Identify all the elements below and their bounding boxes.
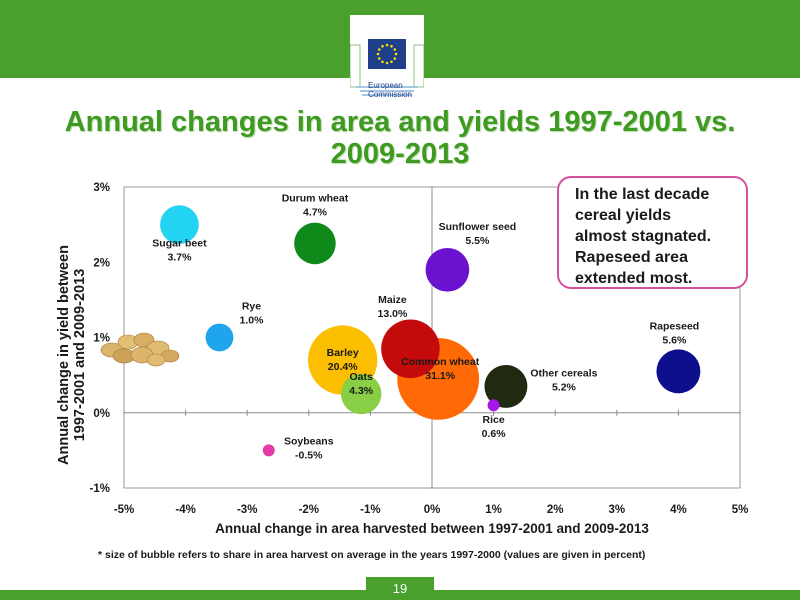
x-tick-label: 5% [732, 504, 749, 516]
x-tick-label: 2% [547, 504, 564, 516]
y-tick-label: -1% [90, 483, 110, 495]
y-axis-label: Annual change in yield between 1997-2001 … [56, 245, 88, 465]
x-tick-label: 1% [485, 504, 502, 516]
bubble-label: Sunflower seed [439, 221, 517, 233]
x-tick-label: -4% [175, 504, 195, 516]
bubble-label: Other cereals [530, 367, 597, 379]
eu-star-icon [377, 48, 381, 51]
x-tick-label: 3% [608, 504, 625, 516]
x-tick-label: 0% [424, 504, 441, 516]
eu-star-icon [394, 52, 398, 56]
organization-name: European Commission [368, 81, 413, 99]
bubble-label: Rye [242, 301, 261, 313]
bubble-share-label: 5.2% [552, 381, 577, 393]
bubble-share-label: 5.5% [465, 235, 490, 247]
chart-bubble-labels: Sugar beet 3.7% Durum wheat 4.7% Rye 1.0% Barl… [152, 192, 699, 461]
bubble-share-label: 1.0% [240, 315, 265, 327]
bubble-share-label: -0.5% [295, 449, 323, 461]
bubble-share-label: 31.1% [425, 370, 455, 382]
eu-star-icon [385, 43, 389, 47]
bubble-rye [205, 323, 234, 352]
x-tick-label: 4% [670, 504, 687, 516]
bubble-rice [487, 399, 500, 412]
bubble-share-label: 4.3% [349, 385, 374, 397]
bubble-label: Soybeans [284, 435, 334, 447]
eu-star-icon [377, 57, 381, 60]
bubble-soybeans [262, 444, 275, 457]
eu-star-icon [390, 44, 393, 48]
bubble-share-label: 3.7% [167, 252, 192, 264]
y-axis-label-line: Annual change in yield between [56, 245, 72, 465]
eu-star-icon [381, 60, 384, 64]
bubble-label: Rice [483, 414, 505, 426]
eu-star-icon [390, 60, 393, 64]
x-tick-label: -5% [114, 504, 134, 516]
bubble-label: Common wheat [401, 356, 480, 368]
bubble-label: Durum wheat [282, 192, 349, 204]
footnote: * size of bubble refers to share in area… [98, 549, 646, 561]
slide-title: Annual changes in area and yields 1997-2… [64, 106, 736, 170]
bubble-share-label: 0.6% [482, 428, 507, 440]
bubble-label: Oats [349, 371, 373, 383]
bubble-share-label: 4.7% [303, 206, 328, 218]
eu-star-icon [393, 57, 397, 60]
x-tick-label: -3% [237, 504, 257, 516]
chart-tick-labels: -5% -4% -3% -2% -1% 0% 1% 2% 3% 4% 5% -1% 0% 1% 2% 3% [90, 182, 749, 516]
bubble-share-label: 5.6% [662, 334, 687, 346]
page-number: 19 [366, 577, 434, 600]
bubble-durum-wheat [294, 222, 336, 265]
eu-star-icon [376, 52, 380, 56]
bubble-oats [340, 373, 382, 415]
bubble-label: Rapeseed [650, 320, 700, 332]
bubble-maize [381, 319, 440, 379]
x-tick-label: -2% [299, 504, 319, 516]
callout-box: In the last decade cereal yields almost … [557, 176, 748, 289]
bubble-share-label: 13.0% [378, 308, 408, 320]
y-tick-label: 2% [93, 257, 110, 269]
bubble-other-cereals [484, 364, 528, 408]
x-tick-label: -1% [360, 504, 380, 516]
chart-bubbles [160, 205, 701, 457]
y-tick-label: 3% [93, 182, 110, 194]
bubble-rapeseed [656, 349, 701, 394]
eu-star-icon [385, 61, 389, 65]
y-tick-label: 1% [93, 333, 110, 345]
eu-star-icon [393, 48, 397, 51]
bubble-sunflower-seed [425, 247, 470, 292]
eu-star-icon [381, 44, 384, 48]
bubble-label: Sugar beet [152, 238, 207, 250]
european-commission-logo [350, 15, 424, 102]
x-axis-label: Annual change in area harvested between … [215, 521, 649, 536]
bubble-label: Maize [378, 294, 407, 306]
potatoes-image [100, 332, 180, 367]
y-tick-label: 0% [93, 408, 110, 420]
bubble-label: Barley [327, 347, 359, 359]
bubble-sugar-beet [160, 205, 199, 244]
y-axis-label-line: 1997-2001 and 2009-2013 [72, 269, 88, 442]
callout-text: In the last decade cereal yields almost … [575, 186, 712, 287]
bubble-share-label: 20.4% [328, 361, 358, 373]
